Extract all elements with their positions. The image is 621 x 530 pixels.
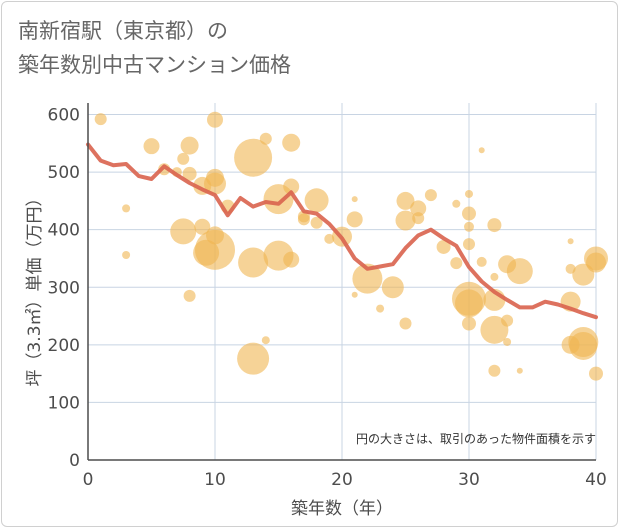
y-axis-label: 坪（3.3㎡）単価（万円）	[25, 189, 45, 386]
data-point	[180, 136, 199, 155]
data-point	[586, 252, 606, 273]
data-point	[170, 218, 197, 245]
y-tick-label: 600	[48, 106, 80, 126]
data-point	[436, 239, 451, 254]
data-point	[351, 291, 358, 298]
x-tick-label: 40	[585, 470, 607, 490]
data-point	[195, 229, 235, 270]
chart-title: 南新宿駅（東京都）の 築年数別中古マンション価格	[18, 14, 291, 82]
y-tick-label: 500	[48, 163, 80, 183]
data-point	[412, 212, 425, 225]
data-point	[476, 256, 487, 267]
x-tick-label: 20	[331, 470, 353, 490]
title-line-1: 南新宿駅（東京都）の	[18, 19, 228, 43]
data-point	[462, 316, 476, 331]
average-line	[86, 142, 598, 320]
data-point	[304, 188, 329, 213]
data-point	[310, 216, 323, 229]
data-point	[490, 272, 499, 281]
data-point	[297, 213, 310, 226]
data-point	[182, 166, 197, 181]
data-point	[480, 315, 509, 344]
data-point	[177, 152, 190, 165]
data-point	[487, 218, 502, 233]
data-point	[464, 221, 474, 232]
data-point	[238, 247, 269, 278]
data-point	[204, 172, 226, 195]
data-point	[567, 238, 574, 245]
y-tick-label: 400	[48, 221, 80, 241]
data-point	[381, 276, 404, 299]
y-tick-label: 100	[48, 393, 80, 413]
data-point	[194, 218, 211, 235]
data-point	[283, 251, 300, 268]
data-point	[259, 132, 272, 145]
data-point	[465, 189, 473, 198]
bubble-size-note: 円の大きさは、取引のあった物件面積を示す	[356, 431, 596, 446]
data-point	[503, 337, 512, 346]
axes: 0 100 200 300 400 500 600 0 10 20 30 40	[48, 103, 607, 490]
data-point	[122, 204, 131, 213]
data-point	[282, 133, 301, 152]
transaction-bubbles	[94, 111, 608, 381]
title-line-2: 築年数別中古マンション価格	[18, 53, 291, 77]
y-tick-label: 200	[48, 336, 80, 356]
data-point	[237, 342, 270, 375]
data-point	[94, 113, 107, 126]
average-price-line	[86, 142, 598, 320]
data-point	[122, 251, 131, 260]
data-point	[395, 210, 416, 231]
data-point	[452, 199, 461, 208]
data-point	[478, 147, 485, 154]
data-point	[234, 138, 273, 177]
data-point	[450, 257, 463, 270]
data-point	[207, 111, 223, 128]
data-point	[396, 191, 415, 210]
x-tick-label: 0	[83, 470, 94, 490]
data-point	[352, 263, 383, 294]
data-point	[488, 364, 501, 377]
data-point	[463, 238, 475, 251]
data-point	[351, 196, 358, 203]
data-point	[516, 367, 523, 374]
data-point	[283, 178, 300, 195]
data-point	[424, 189, 437, 202]
y-tick-label: 0	[69, 451, 80, 471]
data-point	[183, 289, 196, 302]
x-tick-label: 10	[204, 470, 226, 490]
x-axis-label: 築年数（年）	[291, 499, 393, 519]
data-point	[569, 331, 598, 360]
data-point	[399, 317, 412, 330]
data-point	[143, 138, 160, 155]
data-point	[589, 366, 603, 381]
data-point	[324, 233, 335, 244]
data-point	[462, 206, 476, 221]
y-tick-label: 300	[48, 278, 80, 298]
data-point	[506, 258, 533, 285]
data-point	[455, 289, 483, 318]
data-point	[410, 200, 427, 217]
data-point	[501, 314, 514, 327]
data-point	[346, 211, 363, 228]
data-point	[376, 304, 385, 313]
data-point	[261, 336, 270, 345]
x-tick-label: 30	[458, 470, 480, 490]
